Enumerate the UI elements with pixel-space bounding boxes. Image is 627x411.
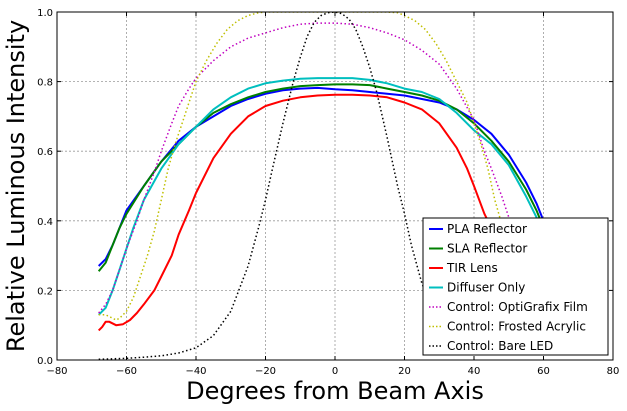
y-tick-label: 0.2	[37, 286, 53, 297]
series-line-3	[97, 77, 541, 316]
y-tick-label: 0.0	[37, 356, 53, 367]
y-tick-label: 0.4	[37, 217, 53, 228]
legend-label: Diffuser Only	[447, 281, 525, 295]
series-layer	[97, 12, 545, 360]
legend-label: Control: Bare LED	[447, 339, 553, 353]
x-tick-label: −40	[185, 366, 206, 377]
x-tick-label: −20	[255, 366, 276, 377]
y-tick-labels: 0.0 0.2 0.4 0.6 0.8 1.0	[37, 8, 53, 367]
legend-frame	[422, 217, 609, 356]
x-tick-labels: −80 −60 −40 −20 0 20 40 60 80	[46, 366, 619, 377]
x-tick-label: 40	[468, 366, 481, 377]
x-tick-label: 20	[398, 366, 411, 377]
x-tick-label: 60	[537, 366, 550, 377]
x-tick-label: 80	[607, 366, 620, 377]
axis-ticks	[56, 11, 614, 361]
legend: PLA Reflector SLA Reflector TIR Lens Diffus…	[422, 217, 609, 356]
legend-label: SLA Reflector	[447, 242, 527, 256]
y-tick-label: 1.0	[37, 8, 53, 19]
legend-label: Control: Frosted Acrylic	[447, 320, 586, 334]
x-tick-label: −60	[116, 366, 137, 377]
y-tick-label: 0.8	[37, 78, 53, 89]
legend-label: TIR Lens	[446, 261, 498, 275]
series-line-6	[98, 12, 475, 360]
legend-label: PLA Reflector	[447, 222, 527, 236]
x-tick-label: 0	[332, 366, 338, 377]
plot-area	[97, 12, 545, 360]
y-axis-label: Relative Luminous Intensity	[2, 20, 30, 352]
series-line-1	[97, 83, 545, 272]
series-line-2	[97, 93, 500, 332]
y-tick-label: 0.6	[37, 147, 53, 158]
x-axis-label: Degrees from Beam Axis	[186, 377, 484, 405]
x-tick-label: −80	[46, 366, 67, 377]
legend-label: Control: OptiGrafix Film	[447, 300, 588, 314]
series-line-4	[98, 22, 517, 314]
